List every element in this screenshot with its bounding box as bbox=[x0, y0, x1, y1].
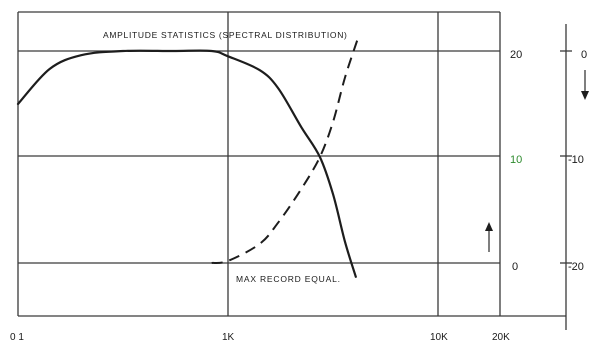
series-dashed-line bbox=[211, 40, 359, 265]
x-tick-label-20k: 20K bbox=[492, 332, 510, 343]
right-outer-label-neg20: -20 bbox=[568, 261, 584, 273]
right-inner-label-10: 10 bbox=[510, 154, 522, 166]
arrow-up-icon bbox=[485, 222, 493, 231]
right-inner-label-0: 0 bbox=[512, 261, 518, 273]
curves bbox=[16, 40, 359, 278]
x-tick-label-10k: 10K bbox=[430, 332, 448, 343]
arrow-down-icon bbox=[581, 91, 589, 100]
right-scale bbox=[485, 24, 589, 330]
right-outer-label-0: 0 bbox=[581, 49, 587, 61]
annotation-top-label: AMPLITUDE STATISTICS (SPECTRAL DISTRIBUT… bbox=[103, 30, 348, 40]
x-tick-label-10: 0 1 bbox=[10, 332, 24, 343]
annotation-bottom-label: MAX RECORD EQUAL. bbox=[236, 274, 341, 284]
right-outer-label-neg10: -10 bbox=[568, 154, 584, 166]
series-solid-line bbox=[16, 49, 357, 278]
right-inner-label-20: 20 bbox=[510, 49, 522, 61]
chart-grid bbox=[17, 11, 501, 317]
x-tick-label-1k: 1K bbox=[222, 332, 235, 343]
